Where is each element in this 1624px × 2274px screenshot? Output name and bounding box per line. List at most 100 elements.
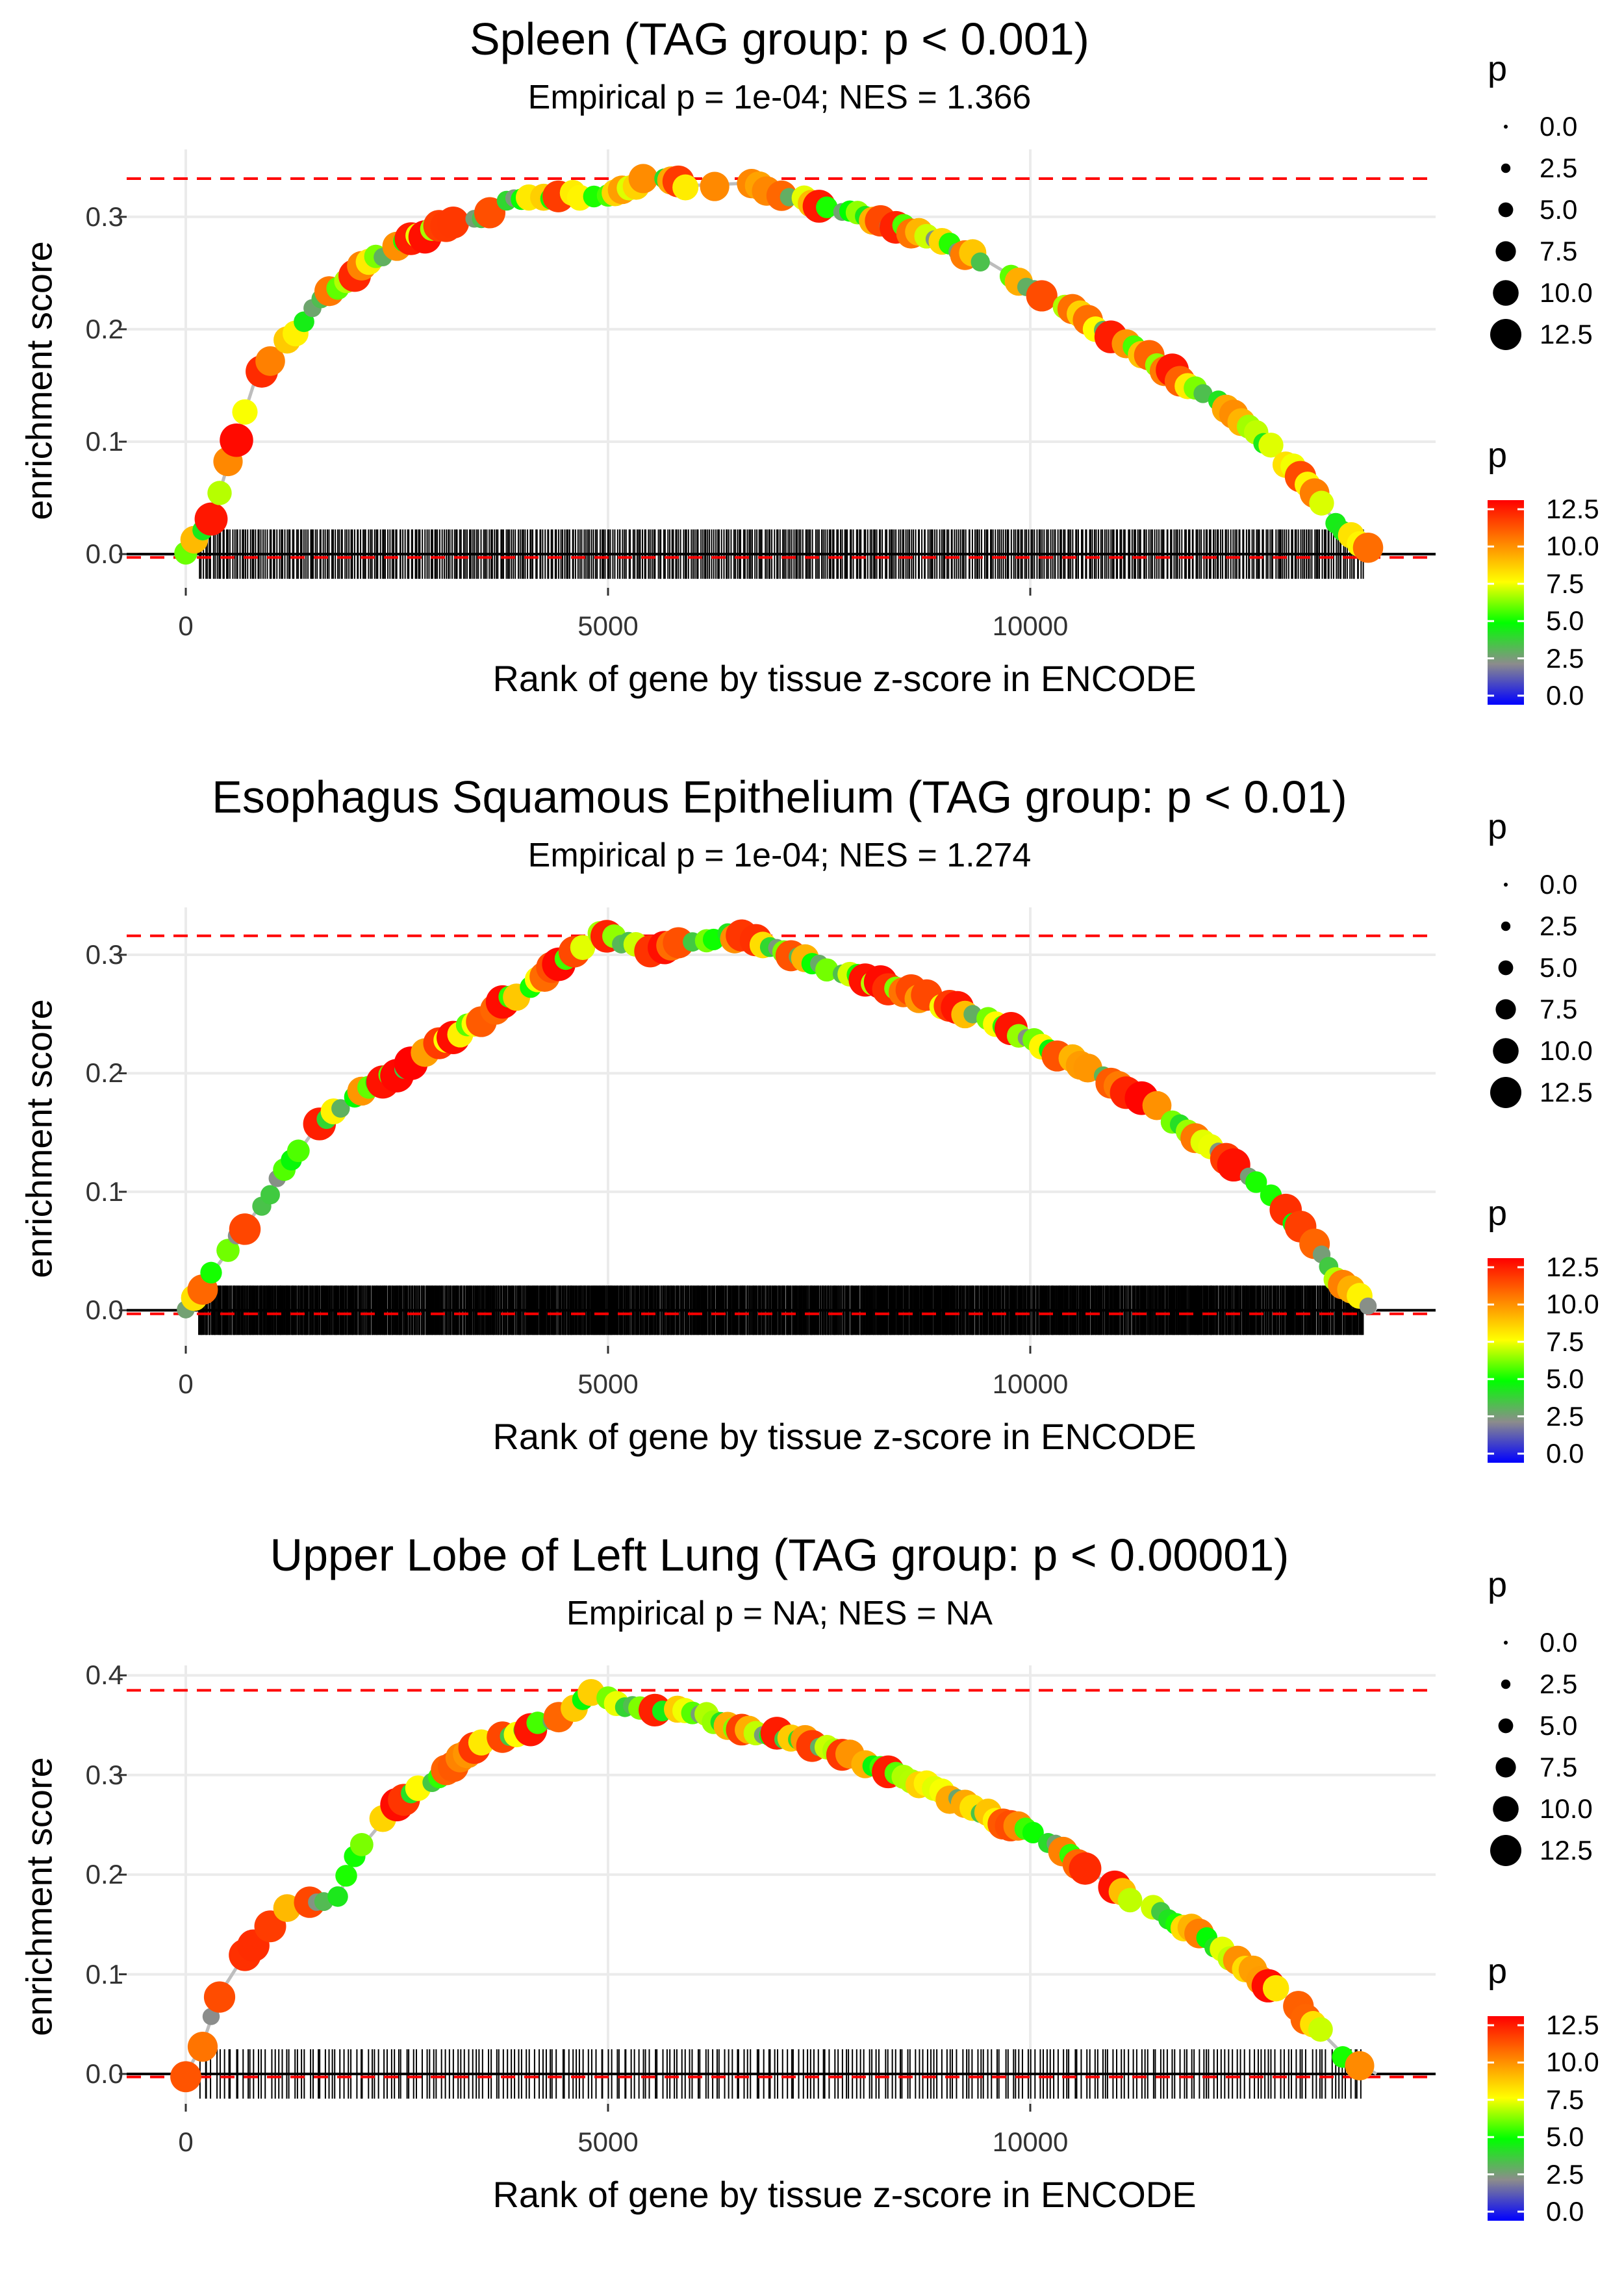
es-point (700, 171, 730, 201)
size-legend-title: p (1488, 1565, 1508, 1604)
size-legend-label: 10.0 (1540, 1035, 1593, 1066)
color-legend-label: 0.0 (1546, 2196, 1584, 2227)
size-legend-dot (1495, 1757, 1516, 1778)
size-legend-label: 0.0 (1540, 1627, 1578, 1658)
y-tick-label: 0.1 (85, 1958, 123, 1990)
y-axis-label: enrichment score (18, 241, 60, 520)
x-tick-label: 10000 (992, 611, 1069, 641)
color-legend-title: p (1488, 1952, 1508, 1991)
es-point (294, 311, 314, 333)
color-legend-label: 12.5 (1546, 1252, 1599, 1282)
es-points (177, 919, 1377, 1319)
y-axis-label: enrichment score (18, 999, 60, 1278)
color-legend-title: p (1488, 436, 1508, 475)
x-axis-label: Rank of gene by tissue z-score in ENCODE (492, 1416, 1197, 1457)
color-legend-label: 5.0 (1546, 1363, 1584, 1395)
es-point (1352, 532, 1384, 563)
es-point (203, 1981, 236, 2013)
x-tick-label: 0 (178, 2127, 194, 2157)
chart-title: Esophagus Squamous Epithelium (TAG group… (212, 772, 1347, 822)
chart-panel: Upper Lobe of Left Lung (TAG group: p < … (0, 1516, 1624, 2274)
size-legend-label: 7.5 (1540, 1752, 1578, 1782)
chart-subtitle: Empirical p = 1e-04; NES = 1.274 (527, 837, 1032, 874)
x-tick-label: 5000 (577, 1369, 639, 1399)
color-legend-label: 7.5 (1546, 2084, 1584, 2115)
chart-title: Spleen (TAG group: p < 0.001) (470, 14, 1089, 64)
es-point (1117, 1888, 1143, 1913)
color-legend-label: 12.5 (1546, 2010, 1599, 2040)
color-legend-label: 2.5 (1546, 1400, 1584, 1432)
color-legend-label: 10.0 (1546, 531, 1599, 562)
color-legend-label: 5.0 (1546, 605, 1584, 637)
es-point (1069, 1852, 1102, 1885)
size-legend-title: p (1488, 49, 1508, 88)
chart-subtitle: Empirical p = 1e-04; NES = 1.366 (527, 79, 1032, 116)
chart-subtitle: Empirical p = NA; NES = NA (566, 1595, 993, 1632)
es-point (335, 1865, 357, 1887)
es-point (1022, 1821, 1044, 1844)
size-legend-label: 5.0 (1540, 1710, 1578, 1741)
size-legend-dot (1493, 1038, 1519, 1064)
size-legend-label: 7.5 (1540, 994, 1578, 1024)
es-point (232, 399, 258, 425)
es-point (437, 207, 470, 239)
y-tick-label: 0.1 (85, 426, 123, 457)
size-legend-label: 10.0 (1540, 277, 1593, 308)
es-point (349, 1832, 374, 1856)
es-point (1193, 384, 1213, 403)
es-point (816, 196, 838, 218)
size-legend-label: 12.5 (1540, 319, 1593, 349)
y-tick-label: 0.0 (85, 538, 123, 570)
size-legend-label: 12.5 (1540, 1077, 1593, 1107)
color-legend-label: 7.5 (1546, 1326, 1584, 1357)
es-point (971, 252, 990, 272)
es-point (815, 958, 839, 982)
y-tick-label: 0.3 (85, 201, 123, 232)
chart-panel: Esophagus Squamous Epithelium (TAG group… (0, 758, 1624, 1516)
chart-panel: Spleen (TAG group: p < 0.001) Empirical … (0, 0, 1624, 758)
size-legend-dot (1490, 1835, 1521, 1866)
size-legend-dot (1501, 1679, 1511, 1689)
es-point (327, 1886, 348, 1907)
size-legend-dot (1490, 1077, 1521, 1108)
size-legend-dot (1498, 202, 1514, 218)
es-point (570, 935, 596, 960)
y-tick-label: 0.2 (85, 313, 123, 344)
size-legend-dot (1504, 125, 1508, 129)
size-legend-label: 5.0 (1540, 194, 1578, 225)
es-point (1359, 1297, 1377, 1315)
size-legend-dot (1495, 999, 1516, 1020)
color-legend-label: 2.5 (1546, 2158, 1584, 2190)
es-point (331, 1099, 350, 1118)
es-point (286, 1139, 310, 1163)
size-legend-label: 12.5 (1540, 1835, 1593, 1865)
size-legend-dot (1504, 1641, 1508, 1645)
size-legend-dot (1498, 960, 1514, 976)
size-legend-dot (1490, 319, 1521, 350)
es-point (526, 1712, 549, 1734)
es-points (174, 164, 1384, 565)
y-tick-label: 0.2 (85, 1057, 123, 1089)
x-axis-label: Rank of gene by tissue z-score in ENCODE (492, 658, 1197, 699)
running-es-line (184, 934, 1378, 1312)
size-legend-label: 2.5 (1540, 153, 1578, 183)
es-point (1258, 433, 1284, 458)
color-legend-label: 5.0 (1546, 2121, 1584, 2153)
size-legend-label: 7.5 (1540, 236, 1578, 266)
size-legend-dot (1495, 241, 1516, 262)
size-legend-label: 0.0 (1540, 869, 1578, 900)
colorbar (1488, 2016, 1524, 2221)
plot-canvas (119, 1641, 1524, 2221)
color-legend-label: 2.5 (1546, 642, 1584, 674)
y-tick-label: 0.0 (85, 1295, 123, 1326)
x-tick-label: 5000 (577, 611, 639, 641)
x-tick-label: 0 (178, 611, 194, 641)
x-tick-label: 10000 (992, 1369, 1069, 1399)
es-point (1245, 1171, 1267, 1193)
es-point (1262, 1975, 1289, 2002)
es-point (260, 1185, 280, 1205)
colorbar (1488, 1258, 1524, 1463)
es-point (1026, 280, 1058, 312)
plot-canvas (119, 125, 1524, 705)
x-tick-label: 10000 (992, 2127, 1069, 2157)
